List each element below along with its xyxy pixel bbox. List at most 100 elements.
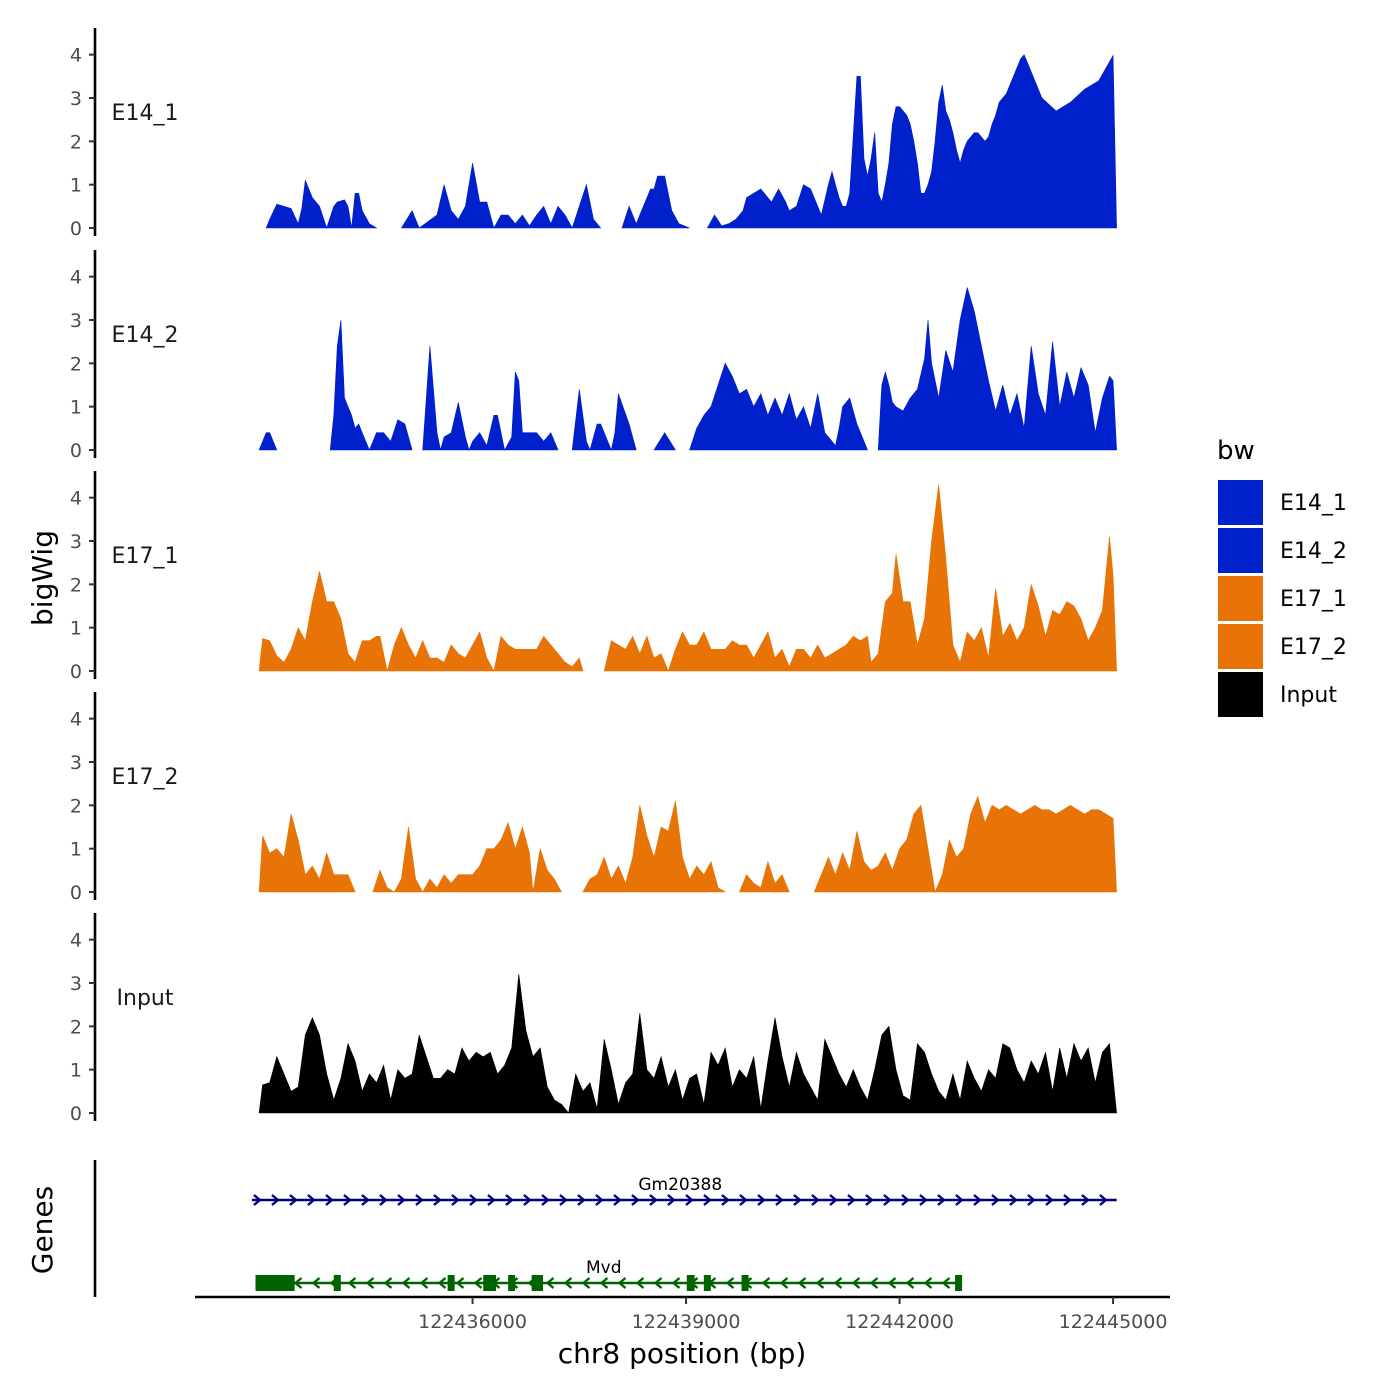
strand-arrow-right-icon [379,1194,388,1206]
y-tick-label: 4 [70,488,82,510]
strand-arrow-right-icon [757,1194,766,1206]
strand-arrow-left-icon [635,1277,645,1289]
strand-arrow-right-icon [919,1194,928,1206]
strand-arrow-right-icon [829,1194,838,1206]
strand-arrow-right-icon [811,1194,820,1206]
coverage-area [258,571,584,672]
y-tick-label: 0 [70,440,82,462]
strand-arrow-right-icon [577,1194,586,1206]
exon-block [703,1275,711,1291]
x-tick-label: 122442000 [845,1311,954,1333]
strand-arrow-right-icon [883,1194,892,1206]
coverage-area [738,860,790,893]
strand-arrow-right-icon [1063,1194,1072,1206]
legend-title: bw [1217,436,1255,466]
exon-block [333,1275,341,1291]
strand-arrow-left-icon [581,1277,591,1289]
strand-arrow-left-icon [725,1277,735,1289]
strand-arrow-left-icon [761,1277,771,1289]
y-tick-label: 3 [70,531,82,553]
gene-gm20388: Gm20388 [251,1175,1117,1206]
legend-swatch [1218,480,1263,525]
strand-arrow-right-icon [307,1194,316,1206]
y-tick-label: 3 [70,88,82,110]
strand-arrow-left-icon [311,1277,321,1289]
coverage-area [329,319,413,451]
strand-arrow-left-icon [473,1277,483,1289]
x-axis: 122436000 122439000 122442000 122445000 [195,1295,1170,1333]
y-tick-label: 1 [70,1060,82,1082]
strand-arrow-right-icon [325,1194,334,1206]
exon-block [255,1275,295,1291]
y-tick-label: 0 [70,218,82,240]
coverage-area [422,345,559,451]
y-tick-label: 0 [70,882,82,904]
coverage-area [706,54,1117,229]
strand-arrow-left-icon [815,1277,825,1289]
strand-arrow-left-icon [437,1277,447,1289]
y-tick-label: 2 [70,353,82,375]
strand-arrow-right-icon [595,1194,604,1206]
y-tick-label: 1 [70,839,82,861]
strand-arrow-left-icon [617,1277,627,1289]
strand-arrow-left-icon [563,1277,573,1289]
coverage-area [653,432,676,451]
strand-arrow-right-icon [469,1194,478,1206]
y-tick-label: 4 [70,267,82,289]
coverage-area [582,800,727,893]
y-tick-label: 2 [70,795,82,817]
strand-arrow-left-icon [905,1277,915,1289]
coverage-area [265,179,378,229]
y-tick-label: 3 [70,973,82,995]
y-tick-label: 3 [70,310,82,332]
strand-arrow-left-icon [923,1277,933,1289]
exon-block [531,1275,544,1291]
y-tick-label: 2 [70,1016,82,1038]
track-label: E17_2 [112,765,179,790]
track-e17-1: 0 1 2 3 4 E17_1 [70,471,1117,683]
x-axis-title: chr8 position (bp) [558,1337,807,1370]
exon-block [955,1275,963,1291]
y-tick-label: 3 [70,752,82,774]
legend-label: E14_2 [1280,539,1347,564]
strand-arrow-left-icon [833,1277,843,1289]
strand-arrow-left-icon [941,1277,951,1289]
exon-block [447,1275,455,1291]
strand-arrow-right-icon [613,1194,622,1206]
coverage-area [689,362,868,451]
gene-track: Gm20388 Mvd [93,1160,1117,1297]
track-e14-2: 0 1 2 3 4 E14_2 [70,250,1117,462]
track-label: E17_1 [112,544,179,569]
strand-arrow-right-icon [937,1194,946,1206]
strand-arrow-left-icon [797,1277,807,1289]
strand-arrow-right-icon [649,1194,658,1206]
strand-arrow-left-icon [671,1277,681,1289]
strand-arrow-left-icon [851,1277,861,1289]
coverage-area [372,821,563,893]
strand-arrow-right-icon [991,1194,1000,1206]
legend-label: Input [1280,683,1337,708]
strand-arrow-left-icon [347,1277,357,1289]
strand-arrow-right-icon [901,1194,910,1206]
strand-arrow-left-icon [455,1277,465,1289]
strand-arrow-right-icon [703,1194,712,1206]
exon-block [483,1275,497,1291]
strand-arrow-right-icon [505,1194,514,1206]
strand-arrow-right-icon [415,1194,424,1206]
x-tick-label: 122439000 [632,1311,741,1333]
strand-arrow-right-icon [667,1194,676,1206]
strand-arrow-left-icon [293,1277,303,1289]
strand-arrow-left-icon [869,1277,879,1289]
coverage-area [621,175,690,229]
strand-arrow-left-icon [401,1277,411,1289]
track-input: 0 1 2 3 4 Input [70,913,1117,1125]
exon-block [508,1275,516,1291]
x-tick-label: 122445000 [1059,1311,1168,1333]
y-tick-label: 1 [70,175,82,197]
genes-axis-title: Genes [26,1186,59,1274]
strand-arrow-right-icon [487,1194,496,1206]
strand-arrow-right-icon [739,1194,748,1206]
coverage-area [877,287,1117,451]
strand-arrow-right-icon [1027,1194,1036,1206]
track-label: E14_1 [112,101,179,126]
